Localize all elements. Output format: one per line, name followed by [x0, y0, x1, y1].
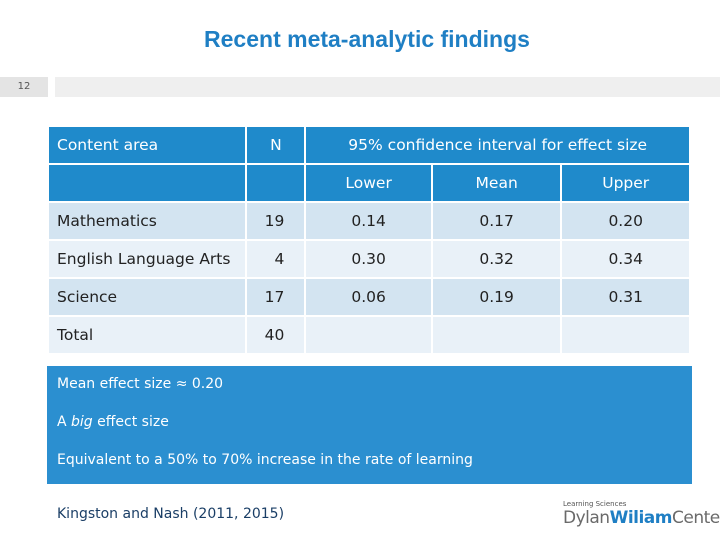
row-label: Total	[46, 315, 248, 355]
table-cell: 4	[245, 239, 307, 279]
header-row: Content area N 95% confidence interval f…	[46, 125, 691, 165]
row-label: Science	[46, 277, 248, 317]
header-cell: Content area	[46, 125, 248, 165]
header-cell: Upper	[560, 163, 691, 203]
table-cell: 17	[245, 277, 307, 317]
table-cell: 0.14	[304, 201, 433, 241]
header-cell: Mean	[430, 163, 563, 203]
table-cell	[304, 315, 433, 355]
summary-box: Mean effect size ≈ 0.20 A big effect siz…	[47, 366, 692, 484]
note-text: effect size	[97, 414, 169, 430]
table-cell: 0.32	[430, 239, 563, 279]
table-cell: 0.06	[304, 277, 433, 317]
note-emphasis: big	[71, 414, 93, 430]
note: Equivalent to a 50% to 70% increase in t…	[57, 452, 473, 468]
table-body: Content area N 95% confidence interval f…	[46, 125, 691, 355]
logo-text: Center	[672, 508, 720, 528]
header-cell	[245, 163, 307, 203]
note-text: A	[57, 414, 67, 430]
subheader-row: Lower Mean Upper	[46, 163, 691, 203]
header-cell	[46, 163, 248, 203]
logo-tagline: Learning Sciences	[563, 500, 627, 508]
header-cell: Lower	[304, 163, 433, 203]
note: Mean effect size ≈ 0.20	[57, 376, 224, 392]
row-label: Mathematics	[46, 201, 248, 241]
table-row: English Language Arts 4 0.30 0.32 0.34	[46, 239, 691, 279]
slide-number: 12	[0, 77, 48, 97]
table-cell	[430, 315, 563, 355]
table-cell: 19	[245, 201, 307, 241]
table-cell	[560, 315, 691, 355]
table-cell: 0.30	[304, 239, 433, 279]
slide-title: Recent meta-analytic findings	[204, 26, 530, 52]
table-cell: 40	[245, 315, 307, 355]
table-cell: 0.34	[560, 239, 691, 279]
table-row: Mathematics 19 0.14 0.17 0.20	[46, 201, 691, 241]
logo-text: Dylan	[563, 508, 610, 528]
row-label: English Language Arts	[46, 239, 248, 279]
table-cell: 0.17	[430, 201, 563, 241]
citation: Kingston and Nash (2011, 2015)	[57, 506, 285, 522]
header-cell: N	[245, 125, 307, 165]
table-row: Science 17 0.06 0.19 0.31	[46, 277, 691, 317]
table-cell: 0.19	[430, 277, 563, 317]
logo: Learning Sciences DylanWiliamCenter	[563, 500, 720, 528]
table-row: Total 40	[46, 315, 691, 355]
findings-table: Content area N 95% confidence interval f…	[46, 125, 691, 355]
table-cell: 0.20	[560, 201, 691, 241]
table-cell: 0.31	[560, 277, 691, 317]
header-cell: 95% confidence interval for effect size	[304, 125, 691, 165]
header-strip	[55, 77, 720, 97]
logo-text: Wiliam	[609, 508, 673, 528]
note: A big effect size	[57, 414, 169, 430]
